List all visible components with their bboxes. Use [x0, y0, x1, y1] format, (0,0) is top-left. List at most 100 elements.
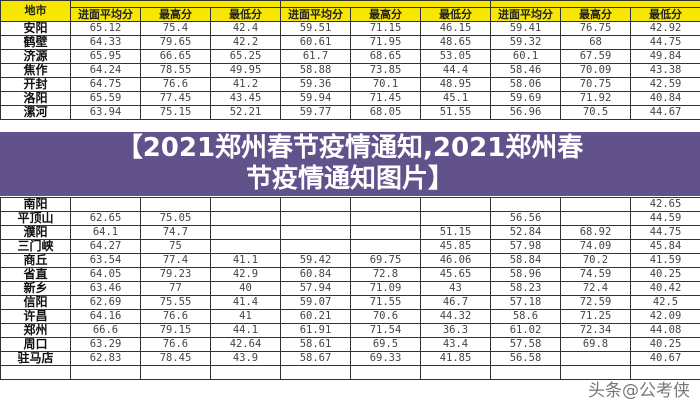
empty-cell: [421, 366, 491, 380]
score-cell: 61.7: [281, 50, 351, 64]
score-cell: [351, 212, 421, 226]
city-cell: 开封: [1, 78, 71, 92]
year-header: [71, 1, 281, 8]
score-cell: 59.42: [281, 254, 351, 268]
score-cell: 75.55: [141, 296, 211, 310]
score-cell: 60.1: [491, 50, 561, 64]
score-cell: [211, 240, 281, 254]
score-cell: 71.09: [351, 282, 421, 296]
score-cell: 68.65: [351, 50, 421, 64]
score-cell: 64.33: [71, 36, 141, 50]
score-cell: 40.42: [631, 282, 700, 296]
score-cell: 76.75: [561, 22, 631, 36]
score-cell: [281, 226, 351, 240]
score-cell: 79.15: [141, 324, 211, 338]
score-cell: 65.95: [71, 50, 141, 64]
year-row: 地市: [1, 1, 700, 8]
score-cell: 64.05: [71, 268, 141, 282]
score-cell: 76.6: [141, 338, 211, 352]
score-cell: 44.75: [631, 36, 700, 50]
year-header: [281, 1, 491, 8]
score-cell: 63.46: [71, 282, 141, 296]
score-cell: 41.59: [631, 254, 700, 268]
score-cell: 75.4: [141, 22, 211, 36]
score-cell: 58.46: [491, 64, 561, 78]
city-cell: 三门峡: [1, 240, 71, 254]
score-cell: 53.05: [421, 50, 491, 64]
city-cell: 信阳: [1, 296, 71, 310]
score-cell: 58.67: [281, 352, 351, 366]
score-cell: 41.2: [211, 78, 281, 92]
score-cell: 40: [211, 282, 281, 296]
score-cell: 40.25: [631, 268, 700, 282]
score-cell: [561, 212, 631, 226]
score-cell: 57.58: [491, 338, 561, 352]
score-cell: [281, 198, 351, 212]
score-cell: 66.65: [141, 50, 211, 64]
score-cell: 68.92: [561, 226, 631, 240]
score-cell: 63.29: [71, 338, 141, 352]
overlay-title: 【2021郑州春节疫情通知,2021郑州春 节疫情通知图片】: [0, 133, 700, 195]
score-cell: 77: [141, 282, 211, 296]
score-cell: 65.59: [71, 92, 141, 106]
score-cell: 42.4: [211, 22, 281, 36]
score-cell: 59.77: [281, 106, 351, 120]
score-cell: 59.69: [491, 92, 561, 106]
city-cell: 新乡: [1, 282, 71, 296]
score-cell: 69.8: [561, 338, 631, 352]
table-row: 南阳 42.65: [1, 198, 700, 212]
empty-cell: [631, 366, 700, 380]
column-header: 最高分: [351, 8, 421, 22]
score-cell: 44.59: [631, 212, 700, 226]
city-cell: 郑州: [1, 324, 71, 338]
score-cell: 43.45: [211, 92, 281, 106]
score-cell: 43.38: [631, 64, 700, 78]
empty-cell: [281, 366, 351, 380]
city-cell: 省直: [1, 268, 71, 282]
score-cell: 74.09: [561, 240, 631, 254]
score-cell: 75.15: [141, 106, 211, 120]
score-cell: 41.85: [421, 352, 491, 366]
score-cell: 63.54: [71, 254, 141, 268]
column-header: 最高分: [561, 8, 631, 22]
score-cell: [71, 198, 141, 212]
score-cell: 71.54: [351, 324, 421, 338]
score-cell: [211, 226, 281, 240]
score-cell: 48.95: [421, 78, 491, 92]
score-cell: 40.84: [631, 92, 700, 106]
score-cell: 43.9: [211, 352, 281, 366]
title-line-1: 【2021郑州春节疫情通知,2021郑州春: [0, 133, 700, 164]
column-header: 进面平均分: [491, 8, 561, 22]
score-cell: 60.21: [281, 310, 351, 324]
city-header: 地市: [1, 1, 71, 22]
score-cell: 71.55: [351, 296, 421, 310]
score-cell: 65.12: [71, 22, 141, 36]
city-cell: 南阳: [1, 198, 71, 212]
score-cell: 52.21: [211, 106, 281, 120]
empty-cell: [351, 366, 421, 380]
column-header: 最低分: [631, 8, 700, 22]
score-cell: 59.07: [281, 296, 351, 310]
empty-cell: [491, 366, 561, 380]
empty-cell: [1, 366, 71, 380]
score-cell: 60.84: [281, 268, 351, 282]
score-cell: 61.91: [281, 324, 351, 338]
score-cell: 44.1: [211, 324, 281, 338]
score-cell: [281, 212, 351, 226]
score-cell: 40.67: [631, 352, 700, 366]
score-cell: 71.92: [561, 92, 631, 106]
city-cell: 商丘: [1, 254, 71, 268]
score-cell: 41: [211, 310, 281, 324]
score-cell: 66.6: [71, 324, 141, 338]
score-cell: 42.65: [631, 198, 700, 212]
score-cell: 44.4: [421, 64, 491, 78]
score-cell: 65.25: [211, 50, 281, 64]
